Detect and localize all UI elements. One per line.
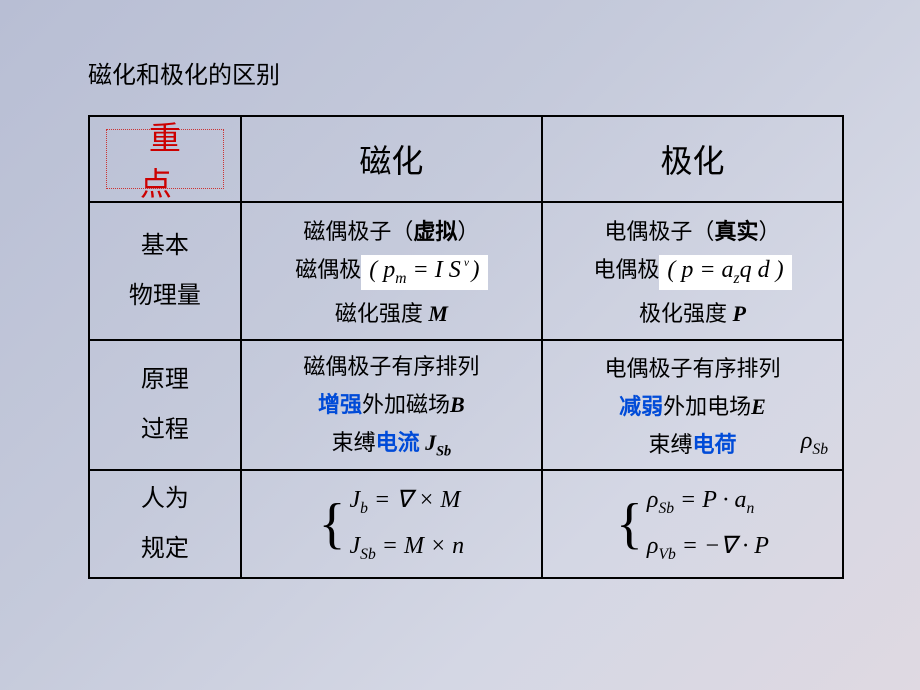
- pol-l1-pre: 电偶极子（: [604, 219, 714, 244]
- pe1a: ρ: [647, 487, 659, 513]
- page-title: 磁化和极化的区别: [88, 55, 280, 90]
- pol-basic-cell: 电偶极子（真实） 电偶极( p = azq d ) 极化强度 P: [542, 202, 843, 340]
- mag-p2b: 外加磁场: [362, 392, 450, 417]
- pol-l1-post: ）: [758, 219, 780, 244]
- pe2a: ρ: [647, 533, 659, 559]
- me2b: Sb: [360, 546, 376, 563]
- mag-p3b: 电流: [376, 430, 426, 455]
- mag-l1-pre: 磁偶极子（: [303, 219, 413, 244]
- row2-label-b: 过程: [141, 417, 189, 443]
- row3-label-b: 规定: [141, 536, 189, 562]
- pol-p2c: E: [751, 394, 766, 419]
- mag-p1: 磁偶极子有序排列: [242, 349, 541, 381]
- pe2c: = −∇ · P: [676, 533, 769, 559]
- pol-p2b: 外加电场: [663, 394, 751, 419]
- header-keypoint-cell: 重点: [89, 116, 241, 202]
- pol-l2-pre: 电偶极: [593, 257, 659, 282]
- mag-p3d: Sb: [436, 444, 451, 460]
- me1b: b: [360, 500, 368, 517]
- polf3: q d ): [740, 257, 784, 283]
- mag-l2-pre: 磁偶极: [295, 257, 361, 282]
- pe1c: = P · a: [674, 487, 746, 513]
- magf2: m: [395, 270, 406, 287]
- magf4: ): [466, 257, 480, 283]
- row3-label-a: 人为: [141, 486, 189, 512]
- me1a: J: [350, 487, 361, 513]
- row-basic-label: 基本 物理量: [89, 202, 241, 340]
- pol-principle-cell: 电偶极子有序排列 减弱外加电场E 束缚电荷 ρSb: [542, 340, 843, 470]
- mag-p2a: 增强: [318, 392, 362, 417]
- me2c: = M × n: [376, 533, 464, 559]
- mag-l1-post: ）: [457, 219, 479, 244]
- magf1: ( p: [369, 257, 395, 283]
- mag-formula-box: ( pm = I S ͮ ): [361, 255, 487, 290]
- pol-rho: ρ: [801, 428, 813, 454]
- mag-principle-cell: 磁偶极子有序排列 增强外加磁场B 束缚电流 JSb: [241, 340, 542, 470]
- pol-p1: 电偶极子有序排列: [543, 351, 842, 383]
- pe1d: n: [746, 500, 754, 517]
- pol-eq-cell: { ρSb = P · an ρVb = −∇ · P: [542, 470, 843, 578]
- me2a: J: [350, 533, 361, 559]
- magf3b: ͮ: [461, 255, 466, 276]
- pe1b: Sb: [658, 500, 674, 517]
- mag-l3-pre: 磁化强度: [335, 301, 429, 326]
- row-definition-label: 人为 规定: [89, 470, 241, 578]
- mag-eq-cell: { Jb = ∇ × M JSb = M × n: [241, 470, 542, 578]
- mag-p3a: 束缚: [332, 430, 376, 455]
- pol-p3a: 束缚: [648, 432, 692, 457]
- pol-formula-box: ( p = azq d ): [659, 255, 791, 290]
- me1c: = ∇ × M: [368, 487, 460, 513]
- keypoint-box: 重点: [106, 129, 224, 189]
- polf1: ( p = a: [667, 257, 733, 283]
- mag-basic-cell: 磁偶极子（虚拟） 磁偶极( pm = I S ͮ ) 磁化强度 M: [241, 202, 542, 340]
- pol-l1-bold: 真实: [714, 219, 758, 244]
- row1-label-a: 基本: [141, 233, 189, 259]
- mag-p2c: B: [450, 392, 465, 417]
- header-polarization: 极化: [542, 116, 843, 202]
- header-magnetization: 磁化: [241, 116, 542, 202]
- brace-icon: {: [319, 499, 346, 549]
- row1-label-b: 物理量: [129, 283, 201, 309]
- brace-icon-2: {: [616, 499, 643, 549]
- pol-l3-pre: 极化强度: [639, 301, 733, 326]
- pol-l3-sym: P: [732, 301, 745, 326]
- comparison-table: 重点 磁化 极化 基本 物理量 磁偶极子（虚拟） 磁偶极( pm = I S ͮ…: [88, 115, 844, 579]
- pol-p3b: 电荷: [692, 432, 736, 457]
- pol-rho-s: Sb: [812, 441, 828, 458]
- row-principle-label: 原理 过程: [89, 340, 241, 470]
- mag-p3c: J: [425, 430, 436, 455]
- row2-label-a: 原理: [141, 367, 189, 393]
- mag-l3-sym: M: [428, 301, 448, 326]
- mag-l1-bold: 虚拟: [413, 219, 457, 244]
- pol-p2a: 减弱: [619, 394, 663, 419]
- magf3: = I S: [407, 257, 461, 283]
- pe2b: Vb: [658, 546, 675, 563]
